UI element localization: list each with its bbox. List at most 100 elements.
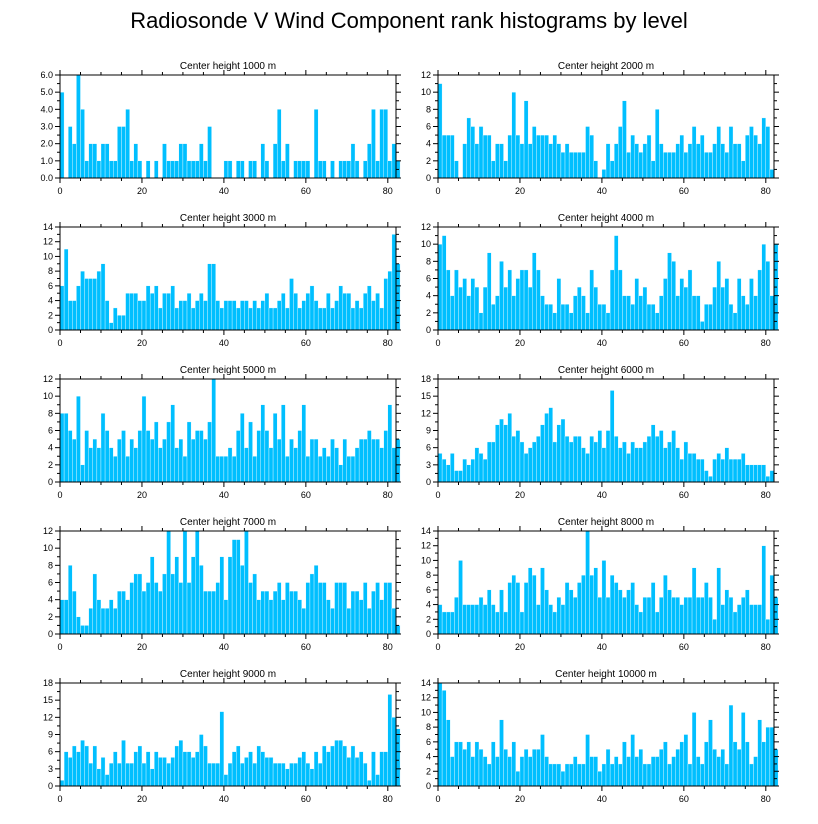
histogram-bar xyxy=(614,235,619,331)
histogram-bar xyxy=(84,745,89,787)
histogram-bar xyxy=(622,597,627,635)
histogram-panel-4: Center height 4000 m 0 2 4 6 8 10 12 0 20 40 60 80 xyxy=(421,213,779,348)
histogram-bar xyxy=(437,83,443,179)
histogram-bar xyxy=(305,456,311,483)
histogram-bar xyxy=(395,263,401,331)
histogram-bar xyxy=(548,143,553,179)
histogram-bar xyxy=(104,774,110,787)
histogram-bar xyxy=(499,719,504,787)
y-tick-label: 8 xyxy=(426,722,431,732)
histogram-bar xyxy=(650,756,656,787)
y-tick-label: 6 xyxy=(426,585,431,595)
histogram-bar xyxy=(745,589,750,635)
histogram-bar xyxy=(121,590,126,635)
x-tick-label: 80 xyxy=(383,338,393,348)
y-tick-label: 6 xyxy=(426,122,431,132)
histogram-bar xyxy=(383,751,388,787)
histogram-bar xyxy=(532,441,537,483)
histogram-panel-10: Center height 10000 m 0 2 4 6 8 10 12 14 0 20 40 60 8… xyxy=(421,669,779,804)
histogram-bar xyxy=(322,745,327,787)
histogram-bar xyxy=(564,304,570,331)
histogram-bar xyxy=(149,556,155,635)
histogram-bar xyxy=(700,134,705,179)
histogram-bar xyxy=(642,441,648,483)
histogram-bar xyxy=(59,413,65,483)
histogram-bar xyxy=(309,573,315,635)
x-tick-label: 60 xyxy=(679,642,689,652)
histogram-bar xyxy=(367,285,372,331)
histogram-bar xyxy=(92,278,98,331)
histogram-bar xyxy=(154,421,159,483)
histogram-bar xyxy=(387,404,393,483)
histogram-bar xyxy=(515,771,521,787)
histogram-bar xyxy=(691,453,697,483)
histogram-bar xyxy=(141,590,147,635)
histogram-bar xyxy=(638,611,644,635)
y-tick-label: 9 xyxy=(48,730,53,740)
histogram-bar xyxy=(577,286,582,331)
histogram-bar xyxy=(679,278,685,331)
histogram-bar xyxy=(765,261,771,331)
histogram-bar xyxy=(446,464,451,483)
histogram-bar xyxy=(379,307,384,331)
histogram-bar xyxy=(211,378,216,483)
histogram-bar xyxy=(322,582,327,635)
histogram-bar xyxy=(577,436,582,483)
histogram-bar xyxy=(466,464,471,483)
histogram-bar xyxy=(154,160,159,179)
histogram-bar xyxy=(585,734,590,787)
histogram-bar xyxy=(383,109,388,179)
histogram-bar xyxy=(264,160,270,179)
histogram-bar xyxy=(753,756,758,787)
x-tick-label: 20 xyxy=(137,338,147,348)
histogram-bar xyxy=(346,293,352,331)
histogram-bar xyxy=(593,756,598,787)
y-tick-label: 0 xyxy=(48,629,53,639)
histogram-bar xyxy=(650,582,656,635)
histogram-bar xyxy=(289,590,294,635)
y-tick-label: 10 xyxy=(43,391,53,401)
histogram-bar xyxy=(309,768,315,787)
histogram-bar xyxy=(605,749,611,787)
histogram-bar xyxy=(346,757,352,787)
histogram-bar xyxy=(687,763,693,787)
histogram-bar xyxy=(462,749,467,787)
panel-title: Center height 1000 m xyxy=(180,61,276,72)
histogram-bar xyxy=(556,143,562,179)
histogram-bar xyxy=(301,608,307,635)
histogram-bar xyxy=(137,300,143,331)
histogram-bar xyxy=(519,269,525,331)
histogram-bar xyxy=(556,424,562,483)
y-tick-label: 12 xyxy=(43,526,53,536)
histogram-bar xyxy=(695,458,701,483)
histogram-bar xyxy=(614,582,619,635)
histogram-bar xyxy=(96,768,102,787)
histogram-bar xyxy=(552,441,558,483)
histogram-bar xyxy=(391,234,397,331)
histogram-bar xyxy=(289,438,294,483)
histogram-bar xyxy=(568,589,574,635)
histogram-bar xyxy=(507,413,512,483)
histogram-bar xyxy=(519,611,525,635)
histogram-bar xyxy=(482,756,488,787)
histogram-bar xyxy=(712,619,717,635)
histogram-bar xyxy=(761,243,766,331)
histogram-bar xyxy=(149,293,155,331)
histogram-bar xyxy=(683,441,689,483)
histogram-bar xyxy=(379,447,384,483)
histogram-bar xyxy=(80,270,85,331)
histogram-bar xyxy=(458,470,463,483)
histogram-bar xyxy=(441,611,447,635)
histogram-bar xyxy=(532,574,537,635)
histogram-bar xyxy=(491,160,496,179)
histogram-bar xyxy=(704,582,709,635)
histogram-bar xyxy=(244,300,249,331)
histogram-bar xyxy=(605,597,611,635)
histogram-bar xyxy=(585,453,590,483)
y-tick-label: 0 xyxy=(48,781,53,791)
y-tick-label: 2 xyxy=(426,308,431,318)
histogram-bar xyxy=(732,611,738,635)
histogram-bar xyxy=(350,590,356,635)
histogram-bar xyxy=(712,458,717,483)
histogram-bar xyxy=(96,447,102,483)
